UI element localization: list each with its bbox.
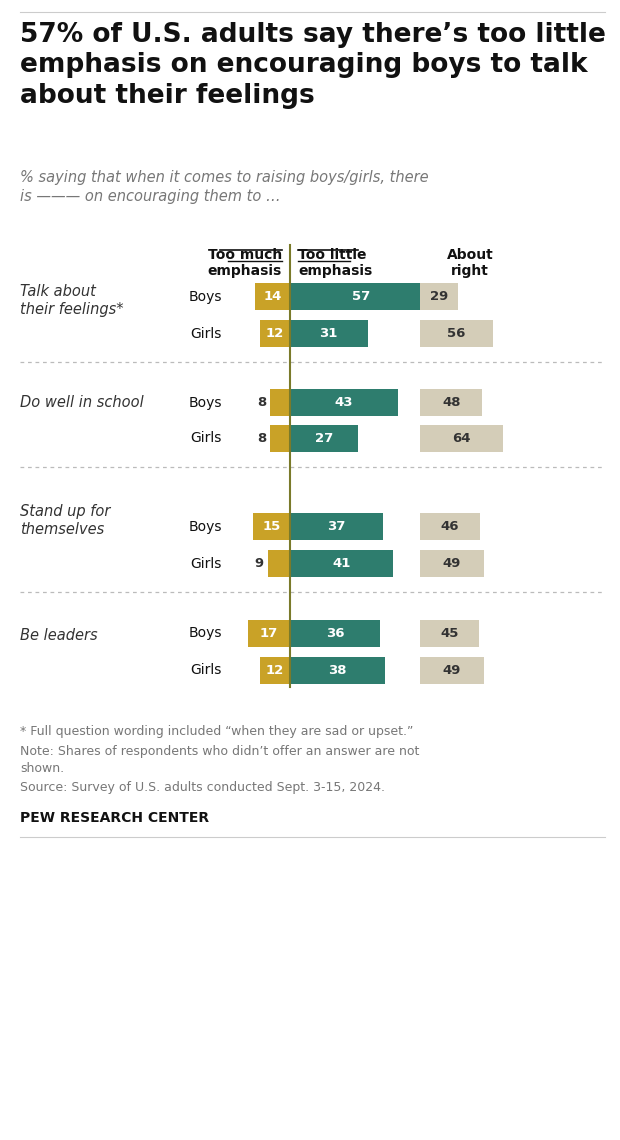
Bar <box>255 283 290 310</box>
Bar <box>260 320 290 347</box>
Bar <box>290 425 358 451</box>
Text: 12: 12 <box>266 327 284 340</box>
Text: 8: 8 <box>257 396 266 409</box>
Text: 45: 45 <box>440 627 458 640</box>
Text: 31: 31 <box>319 327 338 340</box>
Bar <box>420 549 484 577</box>
Text: 64: 64 <box>453 432 471 445</box>
Text: Stand up for
themselves: Stand up for themselves <box>20 504 110 537</box>
Bar <box>290 549 392 577</box>
Text: Do well in school: Do well in school <box>20 394 144 410</box>
Text: Too much
emphasis: Too much emphasis <box>208 249 282 278</box>
Text: 56: 56 <box>447 327 466 340</box>
Bar <box>420 513 480 540</box>
Text: Talk about
their feelings*: Talk about their feelings* <box>20 284 123 317</box>
Text: 57: 57 <box>352 290 370 303</box>
Bar <box>290 320 368 347</box>
Text: PEW RESEARCH CENTER: PEW RESEARCH CENTER <box>20 811 209 825</box>
Bar <box>420 657 484 684</box>
Text: 48: 48 <box>442 396 461 409</box>
Bar <box>252 513 290 540</box>
Text: 37: 37 <box>327 520 345 534</box>
Text: Boys: Boys <box>188 520 222 534</box>
Text: Boys: Boys <box>188 290 222 303</box>
Text: * Full question wording included “when they are sad or upset.”: * Full question wording included “when t… <box>20 725 414 738</box>
Text: Boys: Boys <box>188 627 222 641</box>
Text: 12: 12 <box>266 663 284 677</box>
Text: Source: Survey of U.S. adults conducted Sept. 3-15, 2024.: Source: Survey of U.S. adults conducted … <box>20 781 385 793</box>
Text: About
right: About right <box>446 249 494 278</box>
Bar <box>290 513 383 540</box>
Text: 8: 8 <box>257 432 266 445</box>
Bar <box>420 620 479 648</box>
Text: 41: 41 <box>332 557 350 570</box>
Text: 15: 15 <box>262 520 280 534</box>
Text: 49: 49 <box>443 557 461 570</box>
Bar <box>247 620 290 648</box>
Text: % saying that when it comes to raising boys/girls, there
is ——— on encouraging t: % saying that when it comes to raising b… <box>20 170 428 204</box>
Text: Girls: Girls <box>190 556 222 570</box>
Text: 46: 46 <box>441 520 459 534</box>
Text: 38: 38 <box>328 663 347 677</box>
Bar <box>270 389 290 416</box>
Text: Girls: Girls <box>190 432 222 446</box>
Text: 27: 27 <box>314 432 333 445</box>
Text: 57% of U.S. adults say there’s too little
emphasis on encouraging boys to talk
a: 57% of U.S. adults say there’s too littl… <box>20 22 606 108</box>
Bar <box>270 425 290 451</box>
Bar <box>267 549 290 577</box>
Text: Note: Shares of respondents who didn’t offer an answer are not
shown.: Note: Shares of respondents who didn’t o… <box>20 746 419 774</box>
Text: 9: 9 <box>254 557 264 570</box>
Bar <box>420 320 493 347</box>
Text: 29: 29 <box>430 290 448 303</box>
Text: Girls: Girls <box>190 326 222 341</box>
Bar <box>290 620 380 648</box>
Text: Boys: Boys <box>188 396 222 409</box>
Bar <box>290 389 397 416</box>
Text: 14: 14 <box>264 290 281 303</box>
Bar <box>290 283 433 310</box>
Text: Girls: Girls <box>190 663 222 677</box>
Text: Be leaders: Be leaders <box>20 628 97 643</box>
Text: 49: 49 <box>443 663 461 677</box>
Bar <box>290 657 385 684</box>
Bar <box>420 389 482 416</box>
Bar <box>420 425 503 451</box>
Text: 17: 17 <box>260 627 278 640</box>
Text: 36: 36 <box>326 627 344 640</box>
Bar <box>260 657 290 684</box>
Text: 43: 43 <box>335 396 353 409</box>
Bar <box>420 283 458 310</box>
Text: Too little
emphasis: Too little emphasis <box>298 249 372 278</box>
